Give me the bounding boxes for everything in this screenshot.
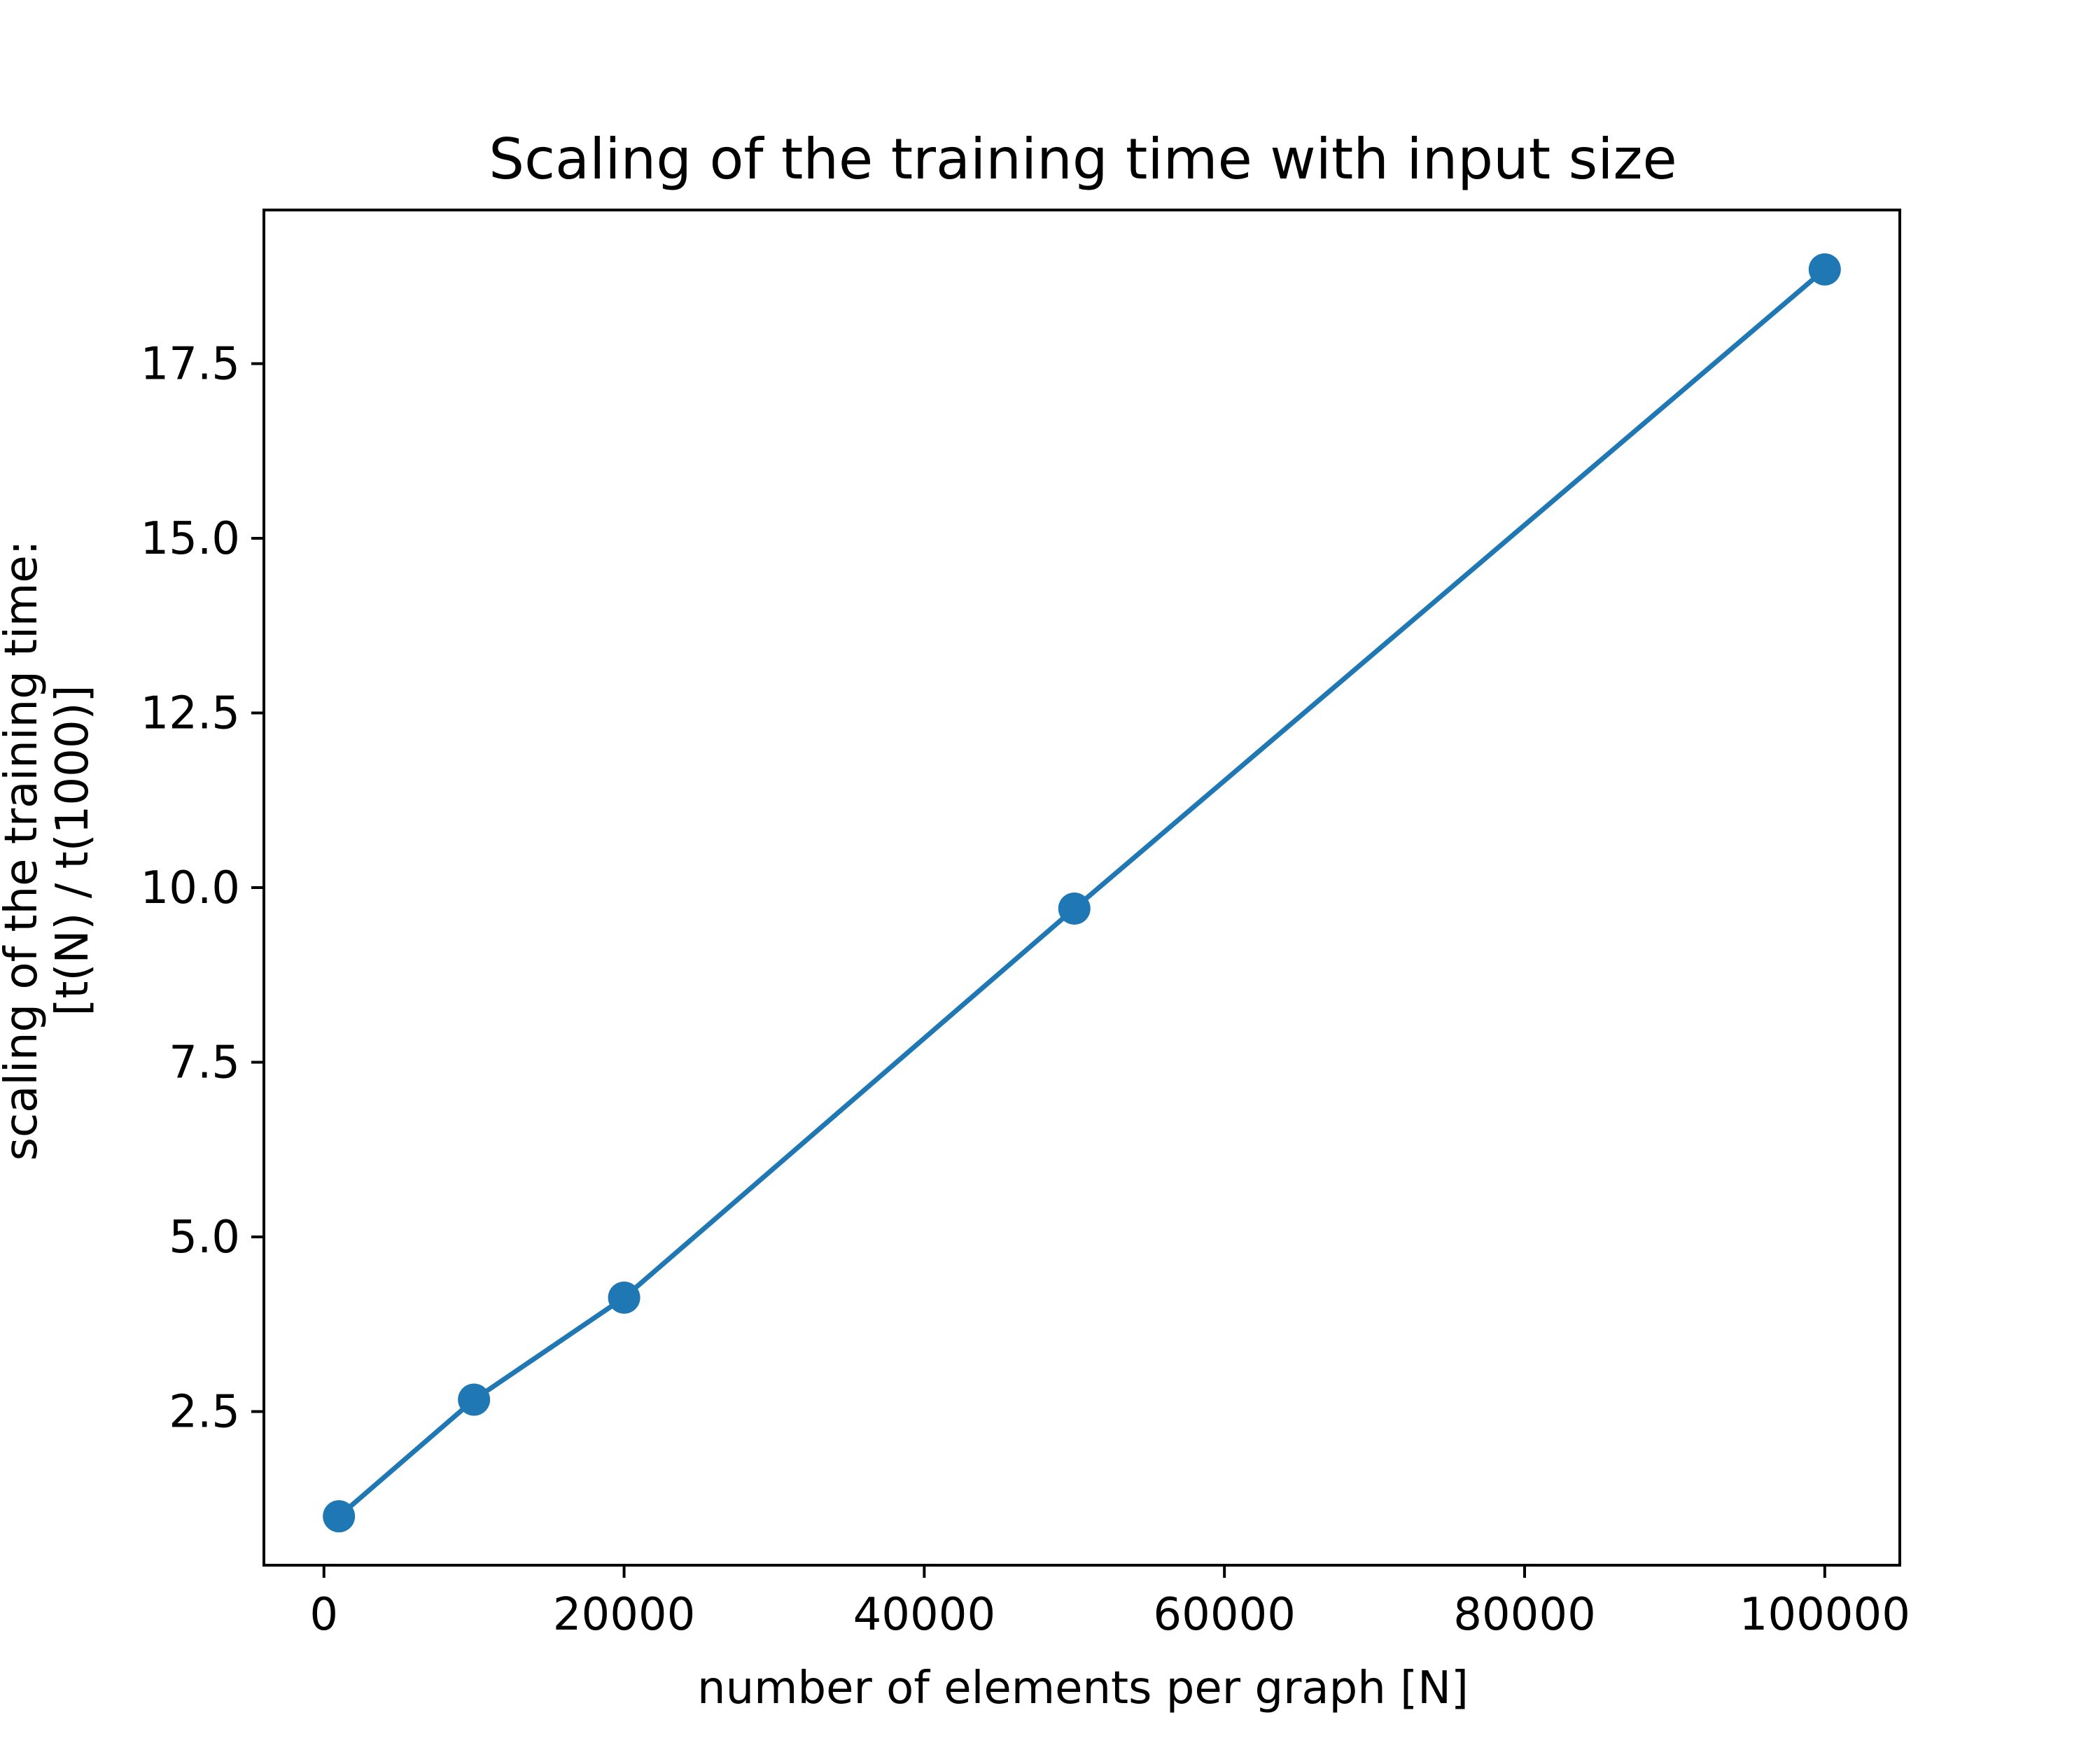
data-point	[608, 1281, 640, 1314]
x-tick-label: 40000	[853, 1589, 996, 1641]
y-tick-label: 7.5	[169, 1037, 240, 1088]
x-tick-label: 20000	[553, 1589, 696, 1641]
data-point	[1058, 892, 1091, 925]
y-axis-label-line-2: [t(N) / t(1000)]	[47, 685, 99, 1016]
plot-area	[323, 253, 1841, 1533]
x-axis: 0 20000 40000 60000 80000 100000	[309, 1565, 1910, 1641]
x-tick-label: 60000	[1153, 1589, 1296, 1641]
chart-title: Scaling of the training time with input …	[489, 127, 1676, 192]
x-tick-label: 0	[309, 1589, 338, 1641]
y-tick-label: 5.0	[169, 1212, 240, 1264]
y-tick-label: 2.5	[169, 1386, 240, 1438]
data-point	[323, 1500, 356, 1533]
y-axis: 2.5 5.0 7.5 10.0 12.5 15.0 17.5	[141, 339, 264, 1438]
y-tick-label: 15.0	[141, 513, 241, 565]
x-axis-label: number of elements per graph [N]	[697, 1662, 1469, 1714]
x-tick-label: 100000	[1740, 1589, 1910, 1641]
data-point	[458, 1383, 491, 1416]
data-point	[1808, 253, 1841, 286]
y-tick-label: 10.0	[141, 862, 241, 914]
y-axis-label-line-1: scaling of the training time:	[0, 540, 48, 1161]
y-tick-label: 12.5	[141, 688, 241, 740]
x-tick-label: 80000	[1453, 1589, 1596, 1641]
series-line	[335, 265, 1828, 1520]
y-tick-label: 17.5	[141, 339, 241, 391]
